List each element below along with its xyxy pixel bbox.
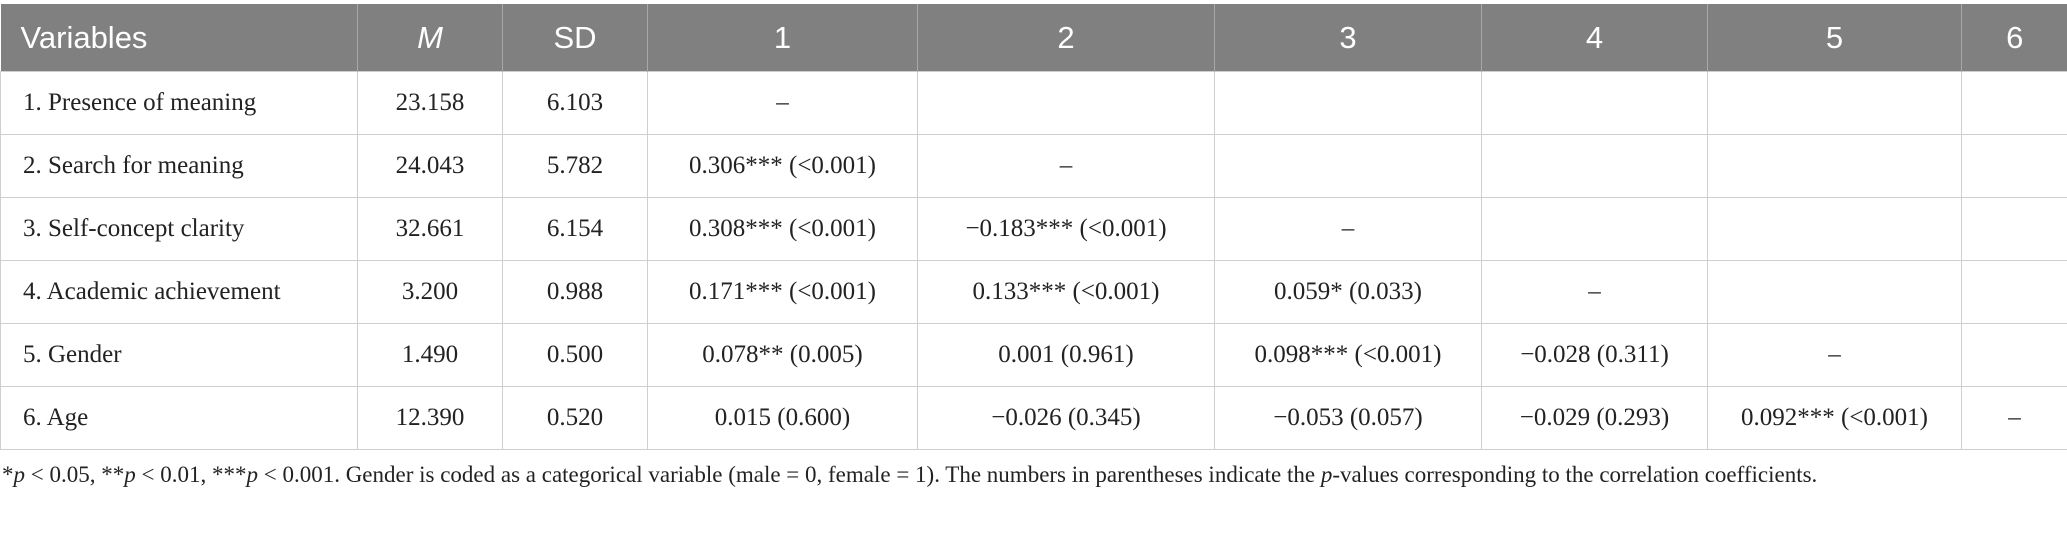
row-corr-2: –	[917, 134, 1215, 198]
row-variable-label: 5. Gender	[0, 323, 358, 387]
row-sd: 0.988	[502, 260, 648, 324]
row-corr-1: 0.171*** (<0.001)	[647, 260, 918, 324]
row-corr-3: −0.053 (0.057)	[1214, 386, 1482, 450]
row-corr-6	[1961, 323, 2067, 387]
row-corr-6: –	[1961, 386, 2067, 450]
footnote-text: < 0.05, **	[25, 462, 125, 487]
row-mean: 12.390	[357, 386, 503, 450]
header-mean: M	[357, 4, 503, 72]
row-sd: 0.520	[502, 386, 648, 450]
table-row: 1. Presence of meaning 23.158 6.103 –	[0, 71, 2067, 135]
row-corr-2: −0.026 (0.345)	[917, 386, 1215, 450]
row-corr-2: 0.001 (0.961)	[917, 323, 1215, 387]
row-corr-6	[1961, 260, 2067, 324]
row-corr-1: 0.306*** (<0.001)	[647, 134, 918, 198]
row-corr-2: 0.133*** (<0.001)	[917, 260, 1215, 324]
header-variables: Variables	[0, 4, 358, 72]
header-col-1: 1	[647, 4, 918, 72]
row-variable-label: 1. Presence of meaning	[0, 71, 358, 135]
row-corr-5	[1707, 197, 1962, 261]
row-mean: 24.043	[357, 134, 503, 198]
row-mean: 23.158	[357, 71, 503, 135]
header-col-4: 4	[1481, 4, 1708, 72]
row-corr-6	[1961, 134, 2067, 198]
table-row: 2. Search for meaning 24.043 5.782 0.306…	[0, 134, 2067, 198]
row-corr-4: –	[1481, 260, 1708, 324]
header-col-2: 2	[917, 4, 1215, 72]
row-corr-3: 0.098*** (<0.001)	[1214, 323, 1482, 387]
row-corr-3	[1214, 134, 1482, 198]
table-header-row: Variables M SD 1 2 3 4 5 6	[0, 4, 2067, 72]
header-sd: SD	[502, 4, 648, 72]
row-corr-1: 0.078** (0.005)	[647, 323, 918, 387]
table-row: 5. Gender 1.490 0.500 0.078** (0.005) 0.…	[0, 323, 2067, 387]
p-symbol: p	[124, 462, 136, 487]
header-col-5: 5	[1707, 4, 1962, 72]
row-variable-label: 6. Age	[0, 386, 358, 450]
row-corr-5: –	[1707, 323, 1962, 387]
row-mean: 1.490	[357, 323, 503, 387]
row-sd: 6.154	[502, 197, 648, 261]
p-symbol: p	[246, 462, 258, 487]
row-variable-label: 3. Self-concept clarity	[0, 197, 358, 261]
table-row: 4. Academic achievement 3.200 0.988 0.17…	[0, 260, 2067, 324]
row-corr-4: −0.028 (0.311)	[1481, 323, 1708, 387]
row-corr-3: 0.059* (0.033)	[1214, 260, 1482, 324]
row-variable-label: 2. Search for meaning	[0, 134, 358, 198]
row-corr-5	[1707, 134, 1962, 198]
row-corr-6	[1961, 197, 2067, 261]
table-row: 3. Self-concept clarity 32.661 6.154 0.3…	[0, 197, 2067, 261]
header-col-3: 3	[1214, 4, 1482, 72]
row-corr-2: −0.183*** (<0.001)	[917, 197, 1215, 261]
row-sd: 0.500	[502, 323, 648, 387]
row-corr-6	[1961, 71, 2067, 135]
row-corr-5	[1707, 260, 1962, 324]
row-corr-1: –	[647, 71, 918, 135]
footnote-text: < 0.001. Gender is coded as a categorica…	[257, 462, 1321, 487]
row-corr-5: 0.092*** (<0.001)	[1707, 386, 1962, 450]
row-sd: 6.103	[502, 71, 648, 135]
footnote-text: < 0.01, ***	[135, 462, 247, 487]
row-mean: 3.200	[357, 260, 503, 324]
row-corr-2	[917, 71, 1215, 135]
row-corr-1: 0.015 (0.600)	[647, 386, 918, 450]
table-row: 6. Age 12.390 0.520 0.015 (0.600) −0.026…	[0, 386, 2067, 450]
row-corr-3: –	[1214, 197, 1482, 261]
row-mean: 32.661	[357, 197, 503, 261]
row-corr-5	[1707, 71, 1962, 135]
footnote-text: -values corresponding to the correlation…	[1332, 462, 1818, 487]
row-variable-label: 4. Academic achievement	[0, 260, 358, 324]
p-symbol: p	[1320, 462, 1333, 487]
footnote-text: *	[2, 462, 14, 487]
row-sd: 5.782	[502, 134, 648, 198]
table-footnote: *p < 0.05, **p < 0.01, ***p < 0.001. Gen…	[2, 458, 2042, 491]
row-corr-4	[1481, 71, 1708, 135]
correlation-table: Variables M SD 1 2 3 4 5 6 1. Presence o…	[0, 4, 2067, 450]
row-corr-1: 0.308*** (<0.001)	[647, 197, 918, 261]
header-col-6: 6	[1961, 4, 2067, 72]
row-corr-4	[1481, 134, 1708, 198]
row-corr-3	[1214, 71, 1482, 135]
row-corr-4	[1481, 197, 1708, 261]
p-symbol: p	[13, 462, 26, 487]
row-corr-4: −0.029 (0.293)	[1481, 386, 1708, 450]
